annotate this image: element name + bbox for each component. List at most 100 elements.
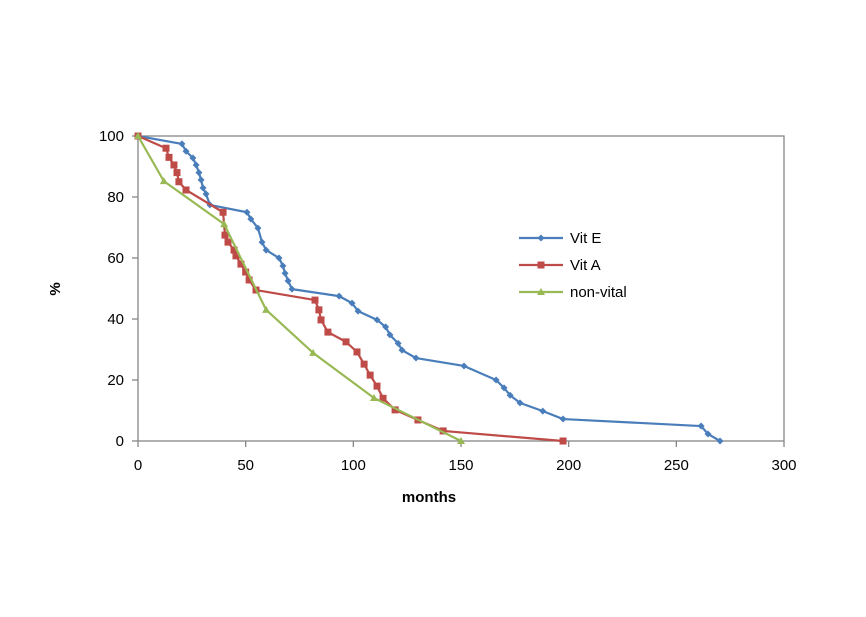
- legend-marker-vit-a: [537, 261, 545, 269]
- data-point-vit-e: [288, 285, 296, 293]
- data-point-vit-e: [281, 269, 289, 277]
- x-tick-label: 50: [237, 457, 254, 474]
- data-point-vit-e: [559, 415, 567, 423]
- series-non-vital: [134, 132, 465, 444]
- x-tick-label: 0: [134, 457, 142, 474]
- data-point-vit-e: [262, 246, 270, 254]
- y-tick-label: 20: [107, 372, 124, 389]
- data-point-vit-e: [697, 422, 705, 430]
- data-point-vit-e: [704, 430, 712, 438]
- data-point-vit-e: [254, 224, 262, 232]
- data-point-vit-e: [197, 176, 205, 184]
- series-vit-e: [134, 132, 724, 445]
- data-point-vit-a: [245, 276, 253, 284]
- data-point-vit-e: [394, 339, 402, 347]
- data-point-vit-e: [382, 323, 390, 331]
- data-point-vit-e: [492, 376, 500, 384]
- x-tick-label: 200: [556, 457, 581, 474]
- plot-area: [137, 135, 785, 442]
- y-axis-label: %: [47, 282, 64, 295]
- data-point-vit-a: [360, 360, 368, 368]
- data-point-non-vital: [309, 348, 318, 356]
- data-point-non-vital: [457, 437, 465, 444]
- data-point-vit-a: [237, 260, 245, 268]
- data-point-vit-e: [275, 254, 283, 262]
- x-tick-label: 300: [771, 457, 796, 474]
- data-point-vit-e: [716, 437, 724, 445]
- data-point-vit-a: [165, 153, 173, 161]
- x-axis-label: months: [402, 489, 456, 506]
- data-point-vit-a: [342, 338, 350, 346]
- data-point-vit-e: [258, 238, 266, 246]
- data-point-vit-e: [247, 215, 255, 223]
- data-point-vit-a: [182, 186, 190, 194]
- data-point-vit-a: [315, 306, 323, 314]
- data-point-vit-a: [559, 437, 567, 445]
- data-point-vit-e: [373, 316, 381, 324]
- data-point-vit-a: [173, 169, 181, 177]
- data-point-vit-e: [195, 169, 203, 177]
- x-tick-label: 150: [448, 457, 473, 474]
- data-point-vit-a: [324, 328, 332, 336]
- data-point-vit-e: [178, 140, 186, 148]
- data-point-vit-e: [506, 391, 514, 399]
- data-point-vit-e: [182, 147, 190, 155]
- data-point-vit-a: [175, 178, 183, 186]
- legend-marker-non-vital: [537, 288, 545, 295]
- data-point-vit-e: [460, 362, 468, 370]
- data-point-vit-a: [162, 144, 170, 152]
- data-point-vit-e: [354, 307, 362, 315]
- y-tick-label: 60: [107, 250, 124, 267]
- data-point-vit-a: [224, 238, 232, 246]
- series-line-vit-e: [137, 134, 721, 442]
- data-point-non-vital: [134, 132, 142, 139]
- x-tick-label: 100: [341, 457, 366, 474]
- data-point-vit-e: [199, 184, 207, 192]
- legend-marker-vit-e: [537, 234, 545, 242]
- legend-item-vit-e: Vit E: [519, 230, 601, 247]
- legend-item-vit-a: Vit A: [519, 257, 601, 274]
- data-point-vit-a: [379, 394, 387, 402]
- data-point-vit-a: [317, 316, 325, 324]
- y-tick-label: 0: [116, 433, 124, 450]
- data-point-vit-e: [398, 346, 406, 354]
- legend-label-vit-a: Vit A: [570, 257, 601, 274]
- legend: Vit E Vit A non-vital: [519, 230, 627, 301]
- series-vit-a: [134, 132, 567, 445]
- data-point-vit-a: [353, 348, 361, 356]
- data-point-vit-e: [192, 161, 200, 169]
- data-point-non-vital: [370, 393, 379, 401]
- legend-item-non-vital: non-vital: [519, 284, 627, 301]
- data-point-vit-e: [279, 262, 287, 270]
- data-point-vit-e: [284, 277, 292, 285]
- data-point-vit-e: [412, 354, 420, 362]
- y-tick-label: 40: [107, 311, 124, 328]
- data-point-vit-a: [391, 406, 399, 414]
- data-point-vit-e: [500, 384, 508, 392]
- data-point-vit-a: [170, 161, 178, 169]
- data-point-vit-a: [230, 246, 238, 254]
- data-point-vit-a: [366, 371, 374, 379]
- y-tick-label: 80: [107, 189, 124, 206]
- data-point-vit-a: [219, 208, 227, 216]
- legend-label-vit-e: Vit E: [570, 230, 601, 247]
- data-point-vit-a: [232, 252, 240, 260]
- data-point-vit-e: [539, 407, 547, 415]
- data-point-non-vital: [220, 220, 229, 228]
- data-point-vit-e: [348, 299, 356, 307]
- data-point-vit-e: [243, 208, 251, 216]
- data-point-vit-e: [516, 399, 524, 407]
- x-tick-label: 250: [664, 457, 689, 474]
- data-point-vit-e: [386, 331, 394, 339]
- data-point-vit-a: [311, 296, 319, 304]
- data-point-non-vital: [262, 305, 271, 313]
- legend-label-non-vital: non-vital: [570, 284, 627, 301]
- data-point-vit-a: [242, 268, 250, 276]
- data-point-non-vital: [159, 177, 168, 185]
- y-tick-label: 100: [99, 128, 124, 145]
- series-line-non-vital: [137, 135, 462, 442]
- data-point-vit-e: [202, 190, 210, 198]
- data-point-vit-a: [373, 382, 381, 390]
- data-point-vit-e: [335, 292, 343, 300]
